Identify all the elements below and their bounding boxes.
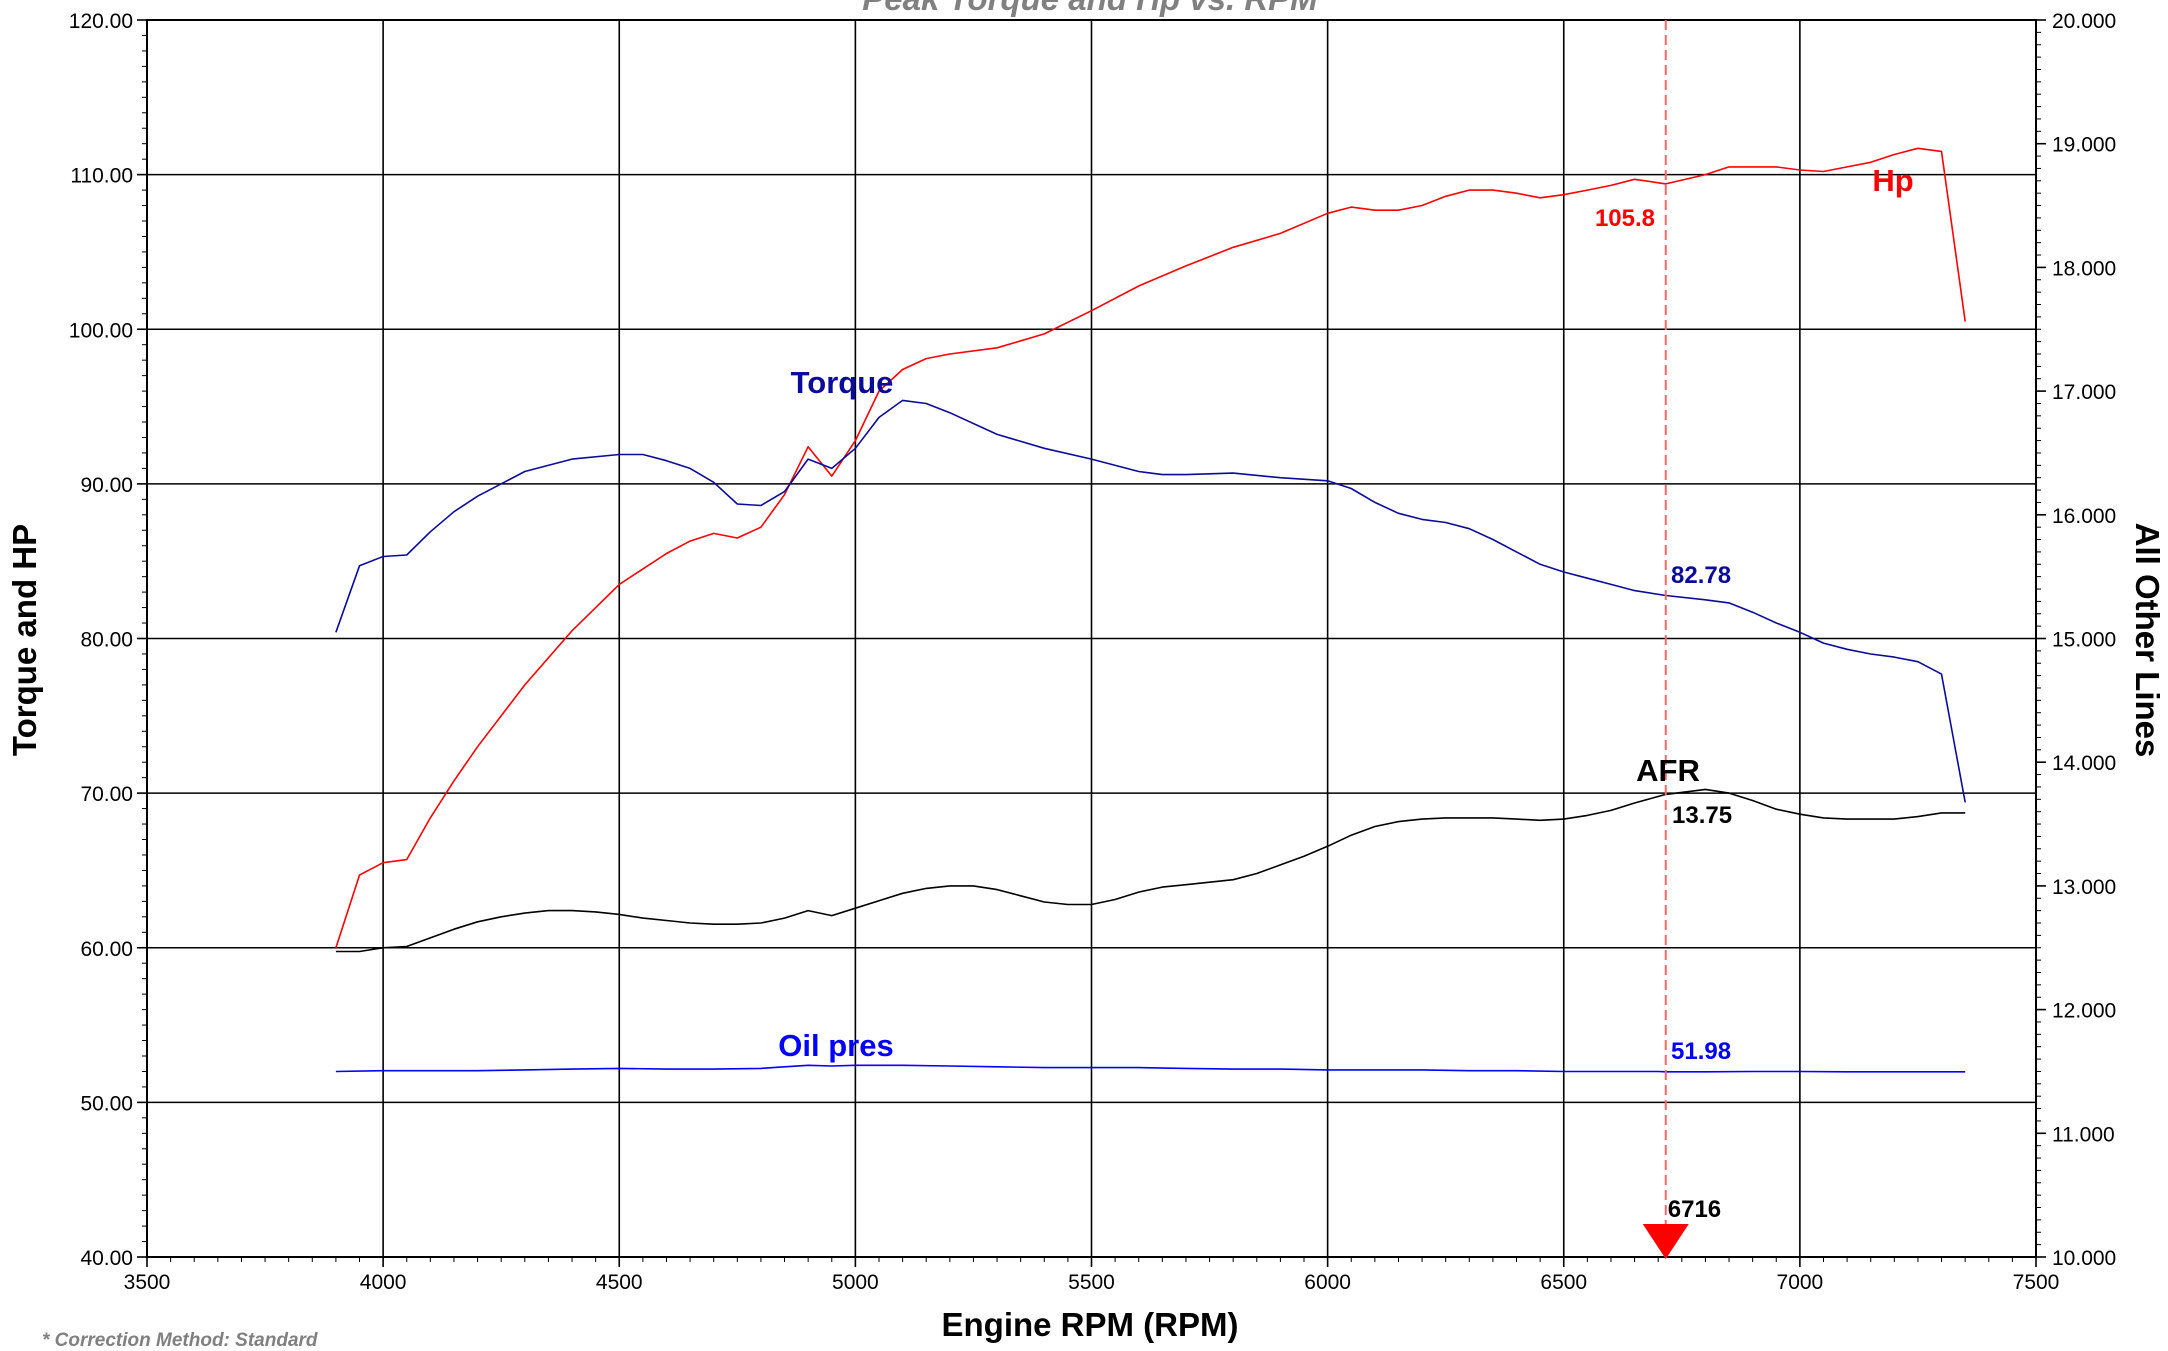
x-tick-label: 3500: [124, 1271, 171, 1294]
x-tick-label: 4500: [596, 1271, 643, 1294]
y-left-tick-label: 40.00: [80, 1247, 133, 1270]
oil-pres-line: [335, 1064, 1966, 1073]
x-axis-title: Engine RPM (RPM): [942, 1306, 1239, 1343]
y-right-tick-label: 13.000: [2052, 876, 2116, 899]
afr-series-label: AFR: [1636, 753, 1700, 788]
y-right-tick-label: 15.000: [2052, 629, 2116, 652]
cursor-layer: 6716: [1642, 20, 1721, 1259]
afr-cursor-value: 13.75: [1672, 802, 1732, 829]
y-right-tick-label: 17.000: [2052, 381, 2116, 404]
y-axis-title-right: All Other Lines: [2129, 523, 2166, 758]
x-tick-label: 4000: [360, 1271, 407, 1294]
y-right-tick-label: 11.000: [2052, 1123, 2115, 1146]
hp-line: [335, 147, 1966, 949]
y-left-tick-label: 60.00: [80, 938, 133, 961]
x-tick-label: 5500: [1068, 1271, 1115, 1294]
x-tick-label: 6000: [1304, 1271, 1351, 1294]
x-tick-label: 5000: [832, 1271, 879, 1294]
afr-line: [335, 788, 1966, 953]
y-left-tick-label: 120.00: [69, 10, 133, 33]
chart-title: Peak Torque and Hp vs. RPM: [862, 0, 1319, 17]
y-left-tick-label: 70.00: [80, 783, 133, 806]
y-right-tick-label: 14.000: [2052, 752, 2116, 775]
plot-frame: [146, 19, 2037, 1258]
label-layer: Hp 105.8 Torque 82.78 AFR 13.75 Oil pres 51.98: [778, 163, 1913, 1065]
y-left-tick-label: 50.00: [80, 1092, 133, 1115]
y-right-tick-label: 18.000: [2052, 257, 2116, 280]
y-left-tick-label: 100.00: [69, 319, 133, 342]
y-axis-title-left: Torque and HP: [6, 524, 43, 756]
x-tick-label: 7500: [2013, 1271, 2060, 1294]
torque-series-label: Torque: [791, 365, 894, 400]
x-tick-label: 7000: [1777, 1271, 1824, 1294]
y-right-tick-label: 12.000: [2052, 1000, 2116, 1023]
rpm-cursor-value: 6716: [1668, 1196, 1721, 1223]
oil-pres-series-label: Oil pres: [778, 1028, 893, 1063]
x-tick-label: 6500: [1540, 1271, 1587, 1294]
hp-series-label: Hp: [1872, 163, 1913, 198]
tick-label-layer: 3500 4000 4500 5000 5500 6000 6500 7000 7500 40.0…: [69, 10, 2116, 1294]
rpm-cursor-marker[interactable]: [1642, 1224, 1689, 1259]
y-right-tick-label: 20.000: [2052, 10, 2116, 33]
y-right-tick-label: 16.000: [2052, 505, 2116, 528]
y-left-tick-label: 80.00: [80, 629, 133, 652]
y-left-tick-label: 90.00: [80, 474, 133, 497]
y-right-tick-label: 19.000: [2052, 134, 2116, 157]
hp-cursor-value: 105.8: [1595, 205, 1655, 232]
footnote: * Correction Method: Standard: [42, 1330, 318, 1346]
torque-cursor-value: 82.78: [1671, 562, 1731, 589]
torque-line: [335, 399, 1966, 803]
series-layer: [335, 147, 1966, 1073]
y-left-tick-label: 110.00: [70, 165, 133, 188]
y-right-tick-label: 10.000: [2052, 1247, 2116, 1270]
oil-pres-cursor-value: 51.98: [1671, 1038, 1731, 1065]
